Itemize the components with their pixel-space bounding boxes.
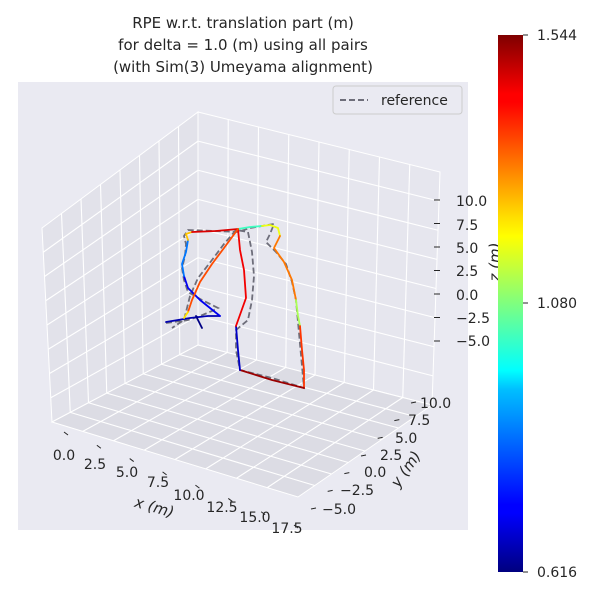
x-tick-mark [195,484,200,489]
y-tick-label: −5.0 [322,502,356,518]
x-tick-marks [63,431,299,529]
grid-line [124,382,366,452]
estimate-segment [185,231,193,241]
grid-line [138,155,144,374]
grid-line [158,140,163,365]
y-tick-label: −2.5 [340,483,374,499]
grid-line [402,164,411,398]
estimate-segment [181,239,189,277]
y-tick-label: 10.0 [420,396,451,412]
z-tick-label: 7.5 [456,218,478,234]
z-tick-marks [434,199,440,342]
estimate-segment [299,325,305,389]
estimate-segment [195,315,203,329]
x-tick-label: 5.0 [116,465,138,481]
x-tick-label: 10.0 [173,488,204,504]
x-tick-mark [63,431,69,436]
grid-line [197,257,436,319]
grid-line [46,228,199,326]
x-tick-mark [260,511,266,516]
x-tick-mark [96,444,102,449]
z-tick-label: 10.0 [456,194,487,210]
x-tick-label: 0.0 [53,448,75,464]
x-tick-label: 15.0 [239,510,270,526]
estimate-segment [273,235,297,301]
y-tick-label: 0.0 [364,465,386,481]
grid-line [197,286,435,348]
y-tick-mark [377,436,383,439]
z-tick-label: 2.5 [456,264,478,280]
grid-line [88,402,332,475]
y-tick-mark [360,454,367,457]
x-tick-label: 17.5 [271,521,302,537]
estimate-segment [235,228,247,327]
legend: reference [332,85,463,115]
z-tick-label: 0.0 [456,288,478,304]
grid-line [343,149,350,383]
grid-line [197,227,437,290]
grid-line [106,392,349,464]
x-tick-mark [293,524,299,529]
x-tick-mark [227,498,233,502]
x-tick-label: 2.5 [84,457,106,473]
y-tick-mark [327,489,333,492]
y-tick-marks [310,401,417,510]
x-tick-mark [162,471,167,476]
x-tick-mark [129,458,135,462]
legend-reference-label: reference [381,93,448,109]
estimate-segment [191,228,239,233]
estimate-segment [165,315,221,323]
grid-line [236,389,374,479]
colorbar-max-label: 1.544 [537,28,577,44]
trajectory-group [165,222,306,390]
colorbar: 1.544 1.080 0.616 [498,28,577,581]
grid-line [266,397,404,489]
legend-box [332,85,463,115]
estimate-segment [183,311,189,319]
y-tick-mark [410,401,417,404]
grid-line [47,257,199,350]
y-tick-mark [310,507,317,510]
grid-line [205,382,345,470]
colorbar-min-label: 0.616 [537,565,577,581]
chart-title-line-3: (with Sim(3) Umeyama alignment) [113,58,373,76]
y-tick-mark [394,419,400,422]
y-tick-label: 7.5 [408,413,430,429]
grid-line [197,315,434,377]
grid-lines [42,119,440,489]
estimate-segment [295,299,301,327]
y-tick-mark [344,472,350,475]
x-tick-label: 12.5 [206,500,237,516]
grid-line [177,126,181,355]
colorbar-gradient [498,35,523,572]
chart-title-line-2: for delta = 1.0 (m) using all pairs [118,36,368,54]
grid-line [372,156,381,391]
estimate-segment [235,325,241,371]
colorbar-mid-label: 1.080 [537,296,577,312]
z-tick-label: 5.0 [456,241,478,257]
x-tick-label: 7.5 [147,475,169,491]
z-axis: 10.0 7.5 5.0 2.5 0.0 −2.5 −5.0 z (m) [434,194,504,350]
y-tick-label: 2.5 [380,448,402,464]
z-tick-label: −2.5 [456,311,490,327]
grid-line [49,286,199,374]
estimate-segment [237,225,263,230]
grid-line [50,315,199,399]
estimate-segment [239,369,305,389]
y-tick-label: 5.0 [395,431,417,447]
chart-title-line-1: RPE w.r.t. translation part (m) [132,14,354,32]
estimate-segment [187,228,239,313]
x-axis: 0.0 2.5 5.0 7.5 10.0 12.5 15.0 17.5 x (m… [53,431,303,537]
grid-line [70,411,315,487]
estimate-segment [261,224,281,237]
z-tick-label: −5.0 [456,334,490,350]
